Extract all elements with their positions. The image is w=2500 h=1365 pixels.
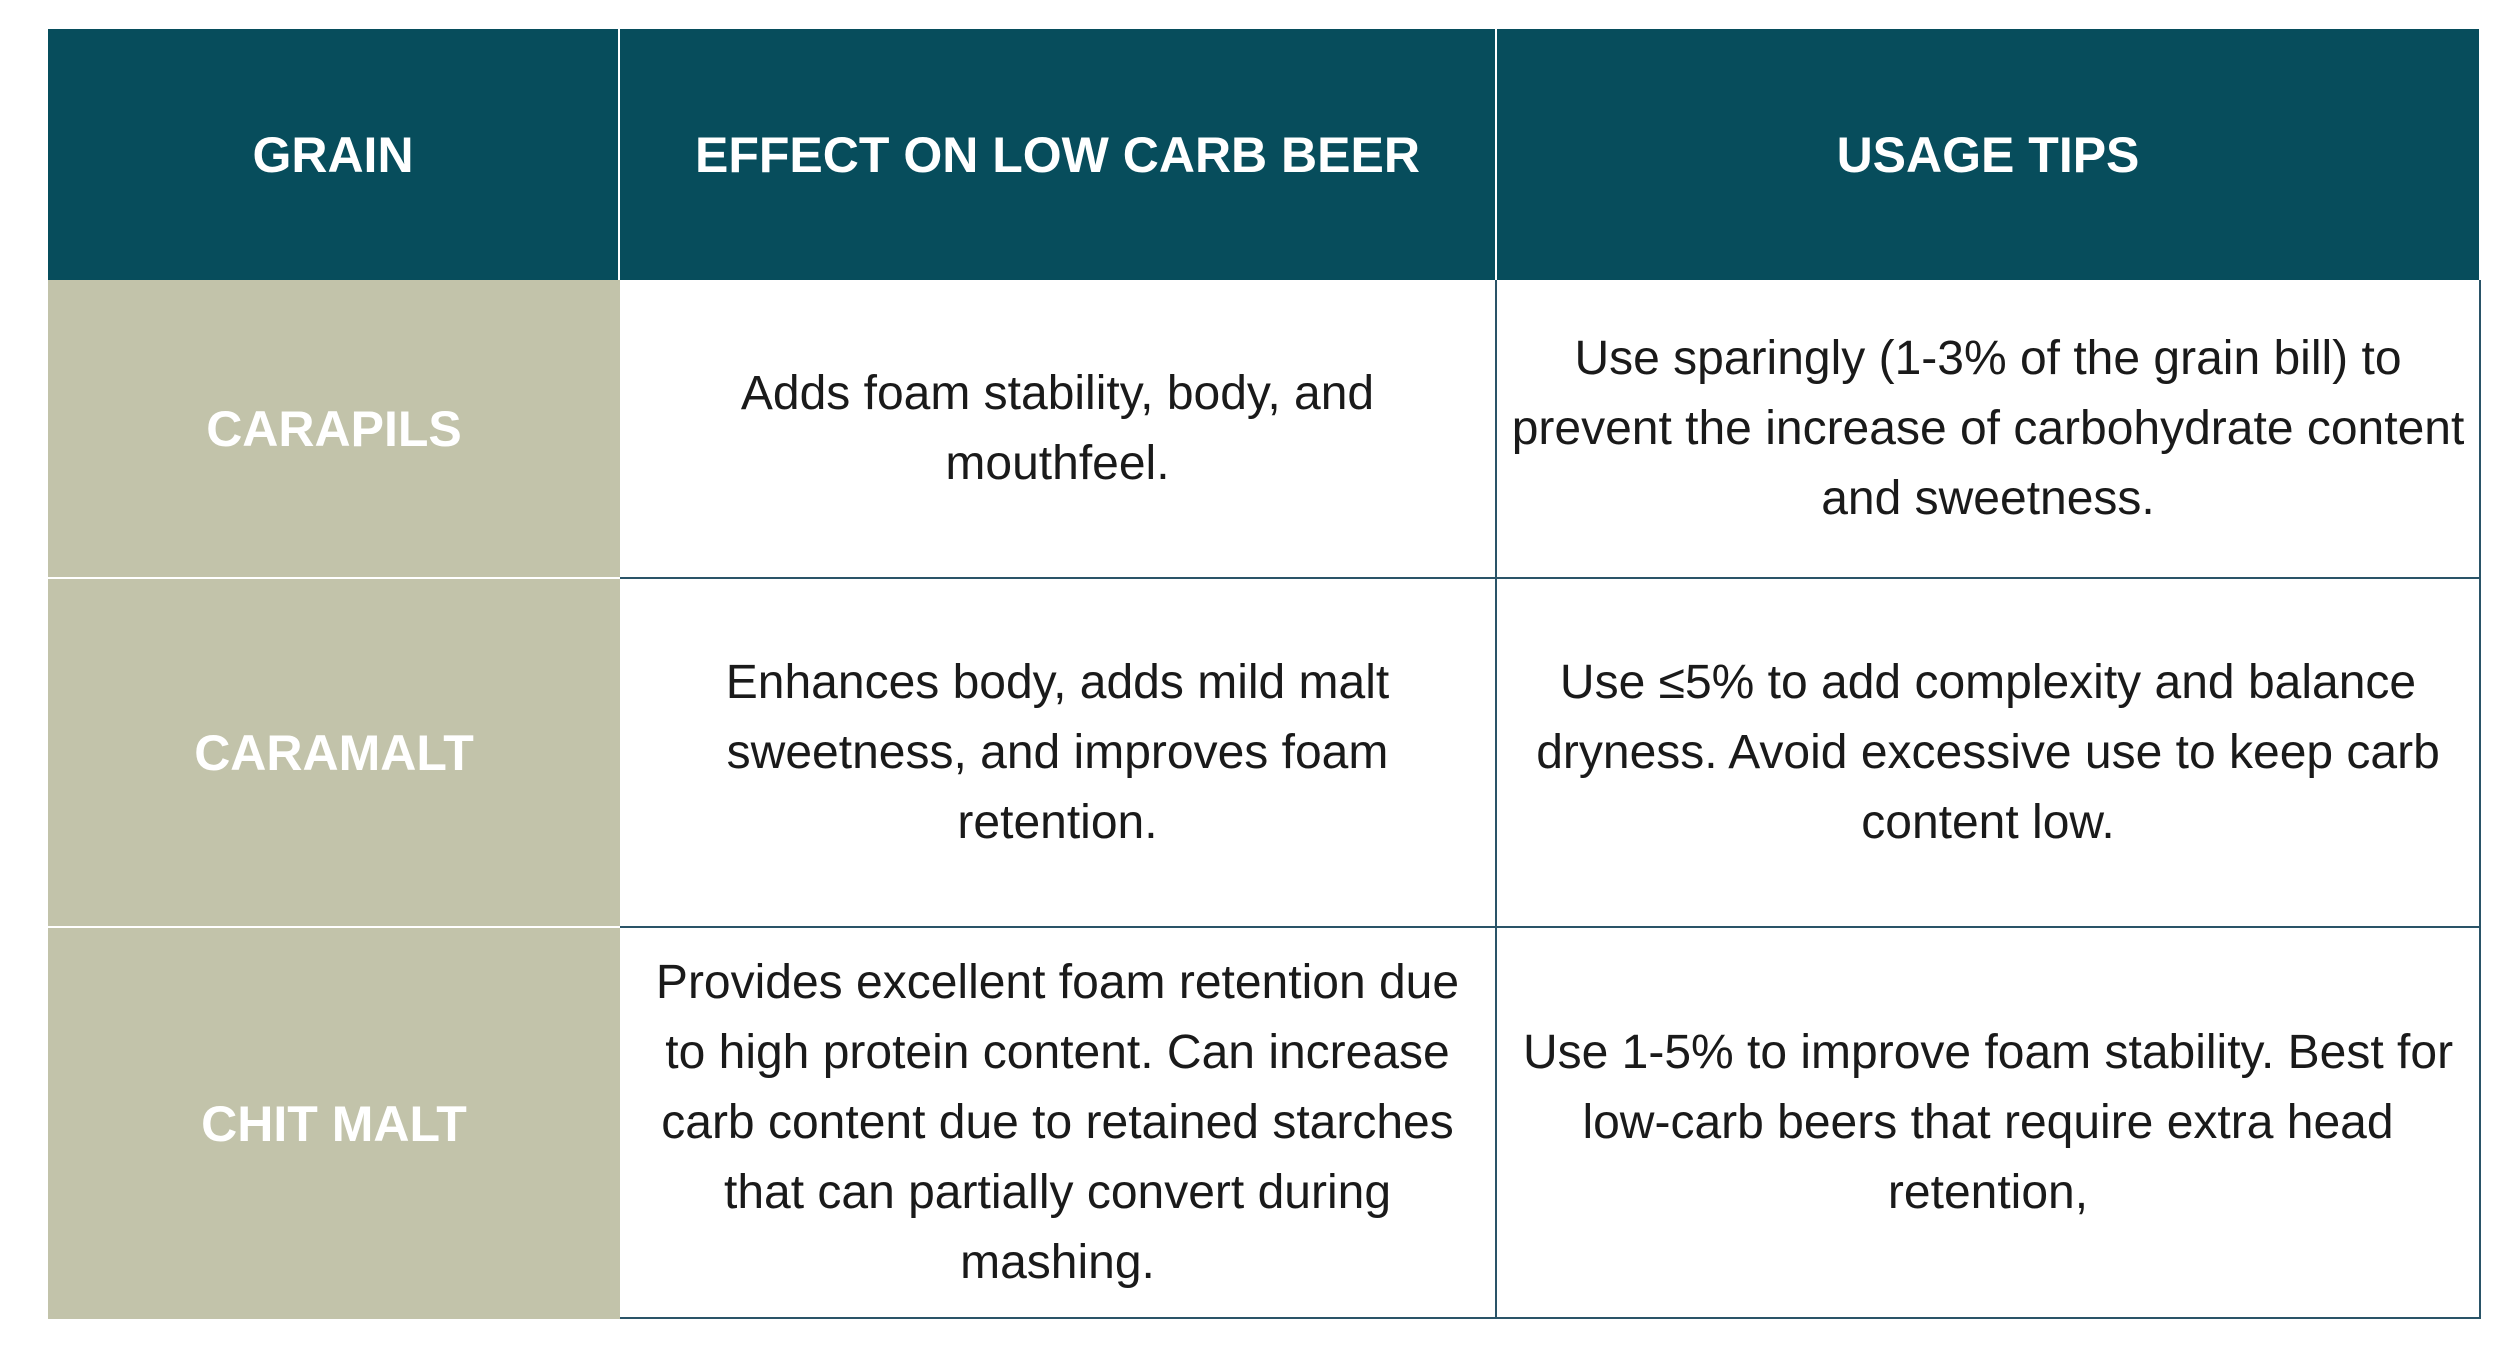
effect-cell: Provides excellent foam retention due to… <box>620 928 1497 1319</box>
grain-cell: CHIT MALT <box>48 928 620 1319</box>
effect-cell: Adds foam stability, body, and mouthfeel… <box>620 280 1497 579</box>
grain-cell: CARAPILS <box>48 280 620 579</box>
grain-table: GRAIN EFFECT ON LOW CARB BEER USAGE TIPS… <box>48 29 2481 1319</box>
header-cell: GRAIN <box>48 29 620 280</box>
tips-cell: Use ≤5% to add complexity and balance dr… <box>1497 579 2481 928</box>
header-cell: EFFECT ON LOW CARB BEER <box>620 29 1497 280</box>
grain-cell: CARAMALT <box>48 579 620 928</box>
tips-cell: Use 1-5% to improve foam stability. Best… <box>1497 928 2481 1319</box>
tips-cell: Use sparingly (1-3% of the grain bill) t… <box>1497 280 2481 579</box>
effect-cell: Enhances body, adds mild malt sweetness,… <box>620 579 1497 928</box>
header-cell: USAGE TIPS <box>1497 29 2481 280</box>
